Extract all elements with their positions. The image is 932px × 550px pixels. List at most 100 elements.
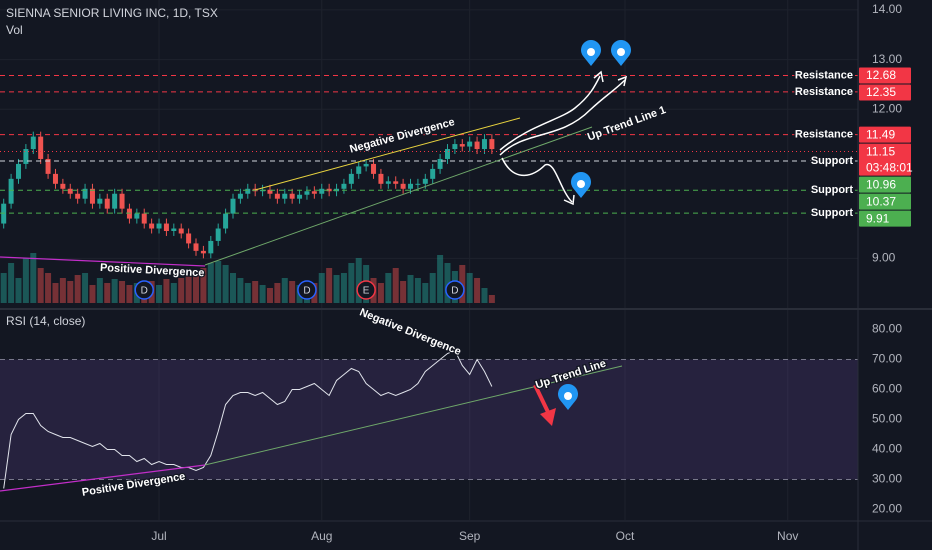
y-tick-label: 13.00 [872,52,902,66]
candle-body [267,189,273,194]
candle-body [104,198,110,209]
candle-body [141,213,147,224]
volume-bar [156,285,163,303]
y-tick-label: 14.00 [872,2,902,16]
candle-body [348,173,354,184]
volume-bar [444,263,451,303]
volume-bar [348,263,355,303]
level-label: Support [811,207,853,219]
volume-bar [326,268,333,303]
candle-body [171,228,177,231]
price-label: 12.35 [866,85,896,99]
x-tick-label: Sep [459,529,481,543]
candle-body [430,168,436,179]
volume-bar [96,278,103,303]
candle-body [489,139,495,150]
price-box [859,176,911,193]
price-box [859,193,911,210]
volume-bar [400,281,407,303]
volume-bar [59,278,66,303]
volume-bar [207,263,214,303]
volume-bar [82,273,89,303]
y-tick-label: 40.00 [872,442,902,456]
volume-bar [52,283,59,303]
pin [558,384,578,410]
candle-body [422,178,428,184]
candle-body [444,149,450,159]
volume-bar [104,283,111,303]
candle-body [215,228,221,241]
pin [611,40,631,66]
candle-body [186,233,192,244]
volume-bar [89,285,96,303]
arrow-head [593,70,604,83]
price-box [859,84,911,101]
volume-bar [119,281,126,303]
price-label: 10.96 [866,177,896,191]
volume-bar [37,268,44,303]
candle-body [97,198,103,204]
volume-bar [414,278,421,303]
y-tick-label: 50.00 [872,412,902,426]
volume-bar [340,273,347,303]
candle-body [459,144,465,147]
volume-bar [111,279,118,303]
price-label: 10.37 [866,194,896,208]
y-tick-label: 70.00 [872,352,902,366]
candle-body [289,193,295,199]
candle-body [134,213,140,219]
x-tick-label: Aug [311,529,332,543]
candle-body [474,141,480,150]
labels: Jul Aug Sep Oct Nov 14.00 13.00 12.00 9.00 80.00 7… [141,2,913,543]
volume-bar [385,273,392,303]
candle-body [452,144,458,150]
subtitle: Vol [6,23,23,37]
volume-bar [30,253,37,303]
candle-body [60,183,66,189]
candle-body [163,223,169,231]
volume-bar [222,265,229,303]
candle-body [45,158,51,174]
arrow-head [563,194,575,206]
candle-body [156,223,162,229]
volume-bar [74,275,81,303]
volume-bar [200,268,207,303]
y-tick-label: 9.00 [872,250,896,264]
candle-body [38,136,44,159]
candle-body [119,193,125,209]
candle-body [178,228,184,234]
volume-bar [15,278,22,303]
candle-body [208,240,214,254]
volume-bar [392,268,399,303]
volume-bar [185,275,192,303]
candle-body [437,158,443,169]
volume-bar [126,285,133,303]
candle-body [112,193,118,209]
volume-bar [481,288,488,303]
candle-body [297,194,303,199]
event-marker [445,280,465,300]
volume-bar [466,273,473,303]
candle-body [23,149,29,164]
level-label: Support [811,184,853,196]
arrow [499,75,601,151]
level-label: Support [811,155,853,167]
event-marker [297,280,317,300]
event-label: D [303,286,310,297]
candle-body [326,188,332,192]
x-tick-label: Nov [777,529,798,543]
candle-body [371,163,377,174]
trend-line [204,365,623,466]
candle-body [30,136,36,150]
volume-bar [318,273,325,303]
candle-body [149,223,155,229]
candle-body [52,173,58,184]
candle-body [378,173,384,184]
volume-bar [333,275,340,303]
event-marker [356,280,376,300]
volume-bar [244,283,251,303]
price-label: 11.49 [866,127,895,141]
candle-body [385,181,391,184]
level-label: Resistance [795,129,853,141]
